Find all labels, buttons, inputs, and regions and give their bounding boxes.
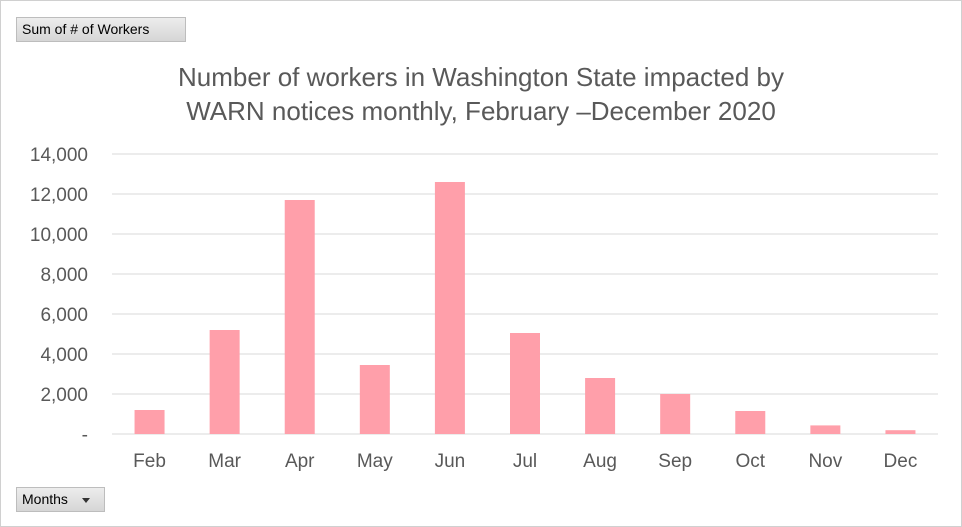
x-tick-label: Dec: [884, 451, 918, 472]
value-field-label: Sum of # of Workers: [22, 21, 150, 37]
x-tick-label: Jul: [513, 451, 537, 472]
bar-mar: [209, 330, 240, 434]
x-tick-label: Sep: [658, 451, 692, 472]
x-tick-label: Mar: [208, 451, 241, 472]
value-field-button[interactable]: Sum of # of Workers: [16, 17, 186, 42]
bar-oct: [735, 411, 766, 434]
bar-jun: [434, 182, 465, 434]
bar-dec: [885, 430, 916, 434]
months-field-button[interactable]: Months: [16, 487, 105, 512]
y-tick-label: -: [82, 425, 88, 446]
y-tick-label: 8,000: [40, 265, 88, 286]
x-tick-label: Oct: [735, 451, 765, 472]
bar-aug: [585, 378, 616, 434]
x-tick-label: Apr: [285, 451, 315, 472]
y-tick-label: 10,000: [30, 225, 88, 246]
y-tick-label: 14,000: [30, 145, 88, 166]
chart-title-line-2: WARN notices monthly, February –December…: [186, 96, 776, 126]
months-field-label: Months: [22, 491, 68, 507]
x-tick-label: Jun: [435, 451, 466, 472]
y-tick-label: 2,000: [40, 385, 88, 406]
bar-feb: [134, 410, 165, 434]
y-tick-label: 12,000: [30, 185, 88, 206]
y-axis-ticks: - 2,000 4,000 6,000 8,000 10,000 12,000 14,000: [30, 145, 88, 446]
y-tick-label: 4,000: [40, 345, 88, 366]
bar-may: [359, 365, 390, 434]
bar-nov: [810, 425, 841, 434]
bar-apr: [284, 200, 315, 434]
chart-title-line-1: Number of workers in Washington State im…: [178, 62, 784, 92]
x-tick-label: May: [357, 451, 393, 472]
x-tick-label: Aug: [583, 451, 617, 472]
chevron-down-icon[interactable]: [81, 497, 90, 503]
y-tick-label: 6,000: [40, 305, 88, 326]
x-axis-ticks: Feb Mar Apr May Jun Jul Aug Sep Oct Nov Dec: [133, 451, 917, 472]
bar-jul: [510, 333, 540, 434]
x-tick-label: Feb: [133, 451, 166, 472]
x-tick-label: Nov: [808, 451, 842, 472]
bar-sep: [660, 394, 691, 434]
bars: [134, 182, 916, 434]
